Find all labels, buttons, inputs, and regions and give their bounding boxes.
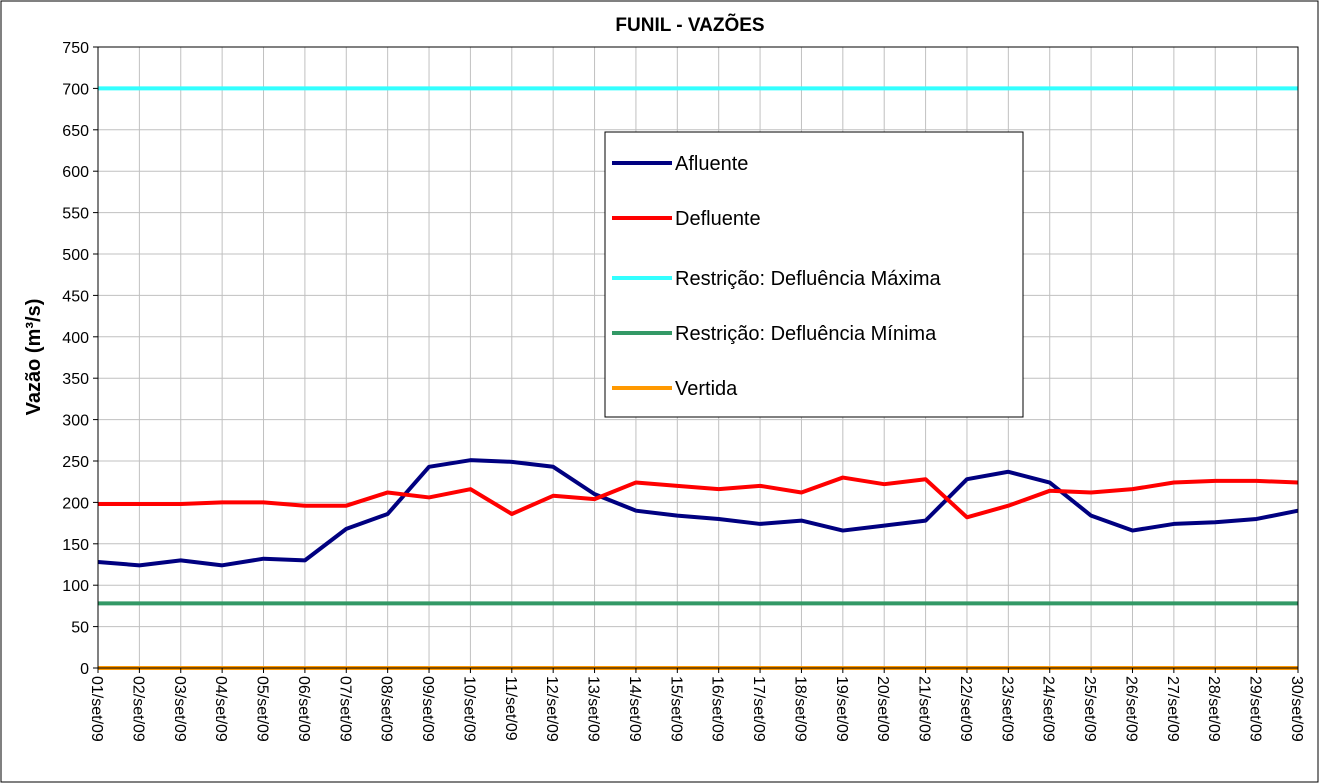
y-tick-label: 500 [62, 247, 89, 264]
y-tick-label: 300 [62, 413, 89, 430]
x-tick-label: 14/set/09 [626, 676, 643, 742]
x-tick-label: 04/set/09 [212, 676, 229, 742]
y-tick-label: 0 [80, 661, 89, 678]
y-tick-label: 150 [62, 537, 89, 554]
y-tick-label: 200 [62, 495, 89, 512]
x-tick-label: 30/set/09 [1288, 676, 1305, 742]
legend [604, 131, 1024, 418]
y-tick-label: 650 [62, 123, 89, 140]
x-tick-label: 26/set/09 [1122, 676, 1139, 742]
x-tick-label: 06/set/09 [295, 676, 312, 742]
y-tick-label: 400 [62, 330, 89, 347]
y-tick-label: 700 [62, 81, 89, 98]
x-tick-label: 09/set/09 [419, 676, 436, 742]
x-tick-label: 21/set/09 [916, 676, 933, 742]
x-tick-label: 11/set/09 [502, 676, 519, 741]
x-tick-label: 08/set/09 [378, 676, 395, 742]
series-line [97, 458, 1299, 568]
x-tick-label: 01/set/09 [88, 676, 105, 742]
legend-label: Afluente [675, 153, 748, 175]
x-tick-label: 10/set/09 [460, 676, 477, 742]
legend-label: Restrição: Defluência Mínima [675, 323, 937, 345]
y-tick-label: 750 [62, 40, 89, 57]
x-tick-label: 24/set/09 [1040, 676, 1057, 742]
x-tick-label: 16/set/09 [709, 676, 726, 742]
y-tick-label: 600 [62, 164, 89, 181]
y-tick-label: 450 [62, 288, 89, 305]
x-tick-label: 17/set/09 [750, 676, 767, 742]
x-tick-label: 13/set/09 [585, 676, 602, 742]
series-line [98, 475, 1299, 520]
x-tick-label: 03/set/09 [171, 676, 188, 742]
y-tick-label: 100 [62, 578, 89, 595]
x-tick-label: 28/set/09 [1205, 676, 1222, 742]
y-tick-label: 350 [62, 371, 89, 388]
x-tick-label: 18/set/09 [791, 676, 808, 742]
x-tick-label: 25/set/09 [1081, 676, 1098, 742]
x-tick-label: 20/set/09 [874, 676, 891, 742]
y-axis-label: Vazão (m³/s) [23, 299, 45, 416]
y-tick-label: 50 [71, 620, 89, 637]
legend-label: Defluente [675, 208, 761, 230]
chart-title: FUNIL - VAZÕES [615, 14, 764, 36]
x-tick-label: 29/set/09 [1247, 676, 1264, 742]
y-tick-label: 550 [62, 206, 89, 223]
x-tick-label: 15/set/09 [667, 676, 684, 742]
x-tick-label: 12/set/09 [543, 676, 560, 742]
plot-border [97, 46, 1299, 669]
legend-label: Vertida [675, 378, 738, 400]
x-tick-label: 05/set/09 [254, 676, 271, 742]
y-tick-label: 250 [62, 454, 89, 471]
x-tick-label: 23/set/09 [998, 676, 1015, 742]
x-tick-label: 27/set/09 [1164, 676, 1181, 742]
x-tick-label: 19/set/09 [833, 676, 850, 742]
x-tick-label: 02/set/09 [129, 676, 146, 742]
x-tick-label: 07/set/09 [336, 676, 353, 742]
x-tick-label: 22/set/09 [957, 676, 974, 742]
legend-label: Restrição: Defluência Máxima [675, 268, 942, 290]
